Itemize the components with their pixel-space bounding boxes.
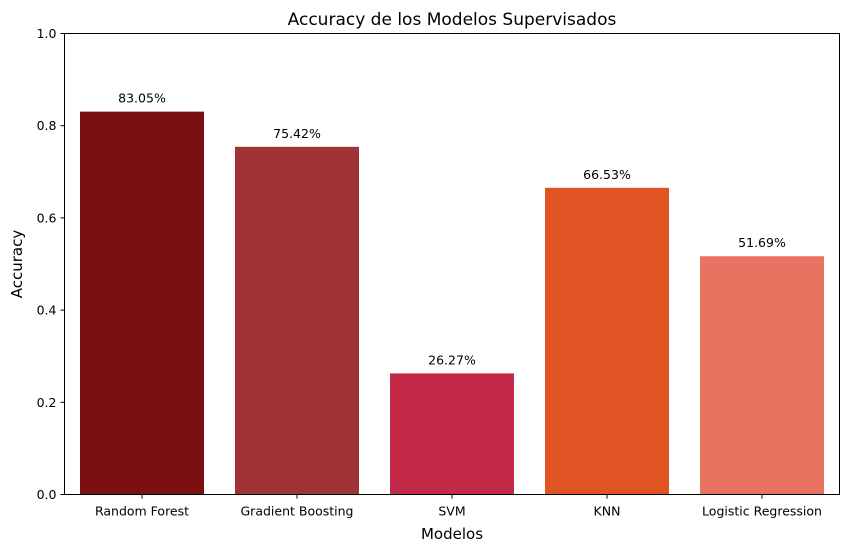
- x-axis: Random Forest Gradient Boosting SVM KNN Logi…: [95, 494, 822, 519]
- data-label: 83.05%: [118, 91, 166, 106]
- chart-title: Accuracy de los Modelos Supervisados: [288, 10, 617, 30]
- y-tick-label: 1.0: [37, 26, 57, 41]
- y-axis-title: Accuracy: [8, 230, 26, 299]
- data-label: 66.53%: [583, 167, 631, 182]
- x-tick-label: Logistic Regression: [702, 504, 822, 519]
- x-axis-title: Modelos: [421, 525, 483, 543]
- bar-logistic-regression: [700, 256, 824, 495]
- plot-area: 83.05% 75.42% 26.27% 66.53% 51.69%: [80, 91, 824, 495]
- bar-knn: [545, 187, 669, 495]
- bar-random-forest: [80, 111, 204, 495]
- y-tick-label: 0.6: [37, 210, 57, 225]
- x-tick-label: KNN: [594, 504, 621, 519]
- y-tick-label: 0.0: [37, 487, 57, 502]
- y-tick-label: 0.2: [37, 395, 57, 410]
- data-label: 51.69%: [738, 235, 786, 250]
- x-tick-label: Random Forest: [95, 504, 189, 519]
- y-tick-label: 0.4: [37, 303, 57, 318]
- bar-gradient-boosting: [235, 146, 359, 495]
- plot-frame: [64, 33, 840, 495]
- x-tick-label: SVM: [438, 504, 465, 519]
- bar-svm: [390, 373, 514, 495]
- data-label: 26.27%: [428, 352, 476, 367]
- y-axis: 0.0 0.2 0.4 0.6 0.8 1.0: [37, 26, 65, 502]
- y-tick-label: 0.8: [37, 118, 57, 133]
- x-tick-label: Gradient Boosting: [241, 504, 354, 519]
- data-label: 75.42%: [273, 126, 321, 141]
